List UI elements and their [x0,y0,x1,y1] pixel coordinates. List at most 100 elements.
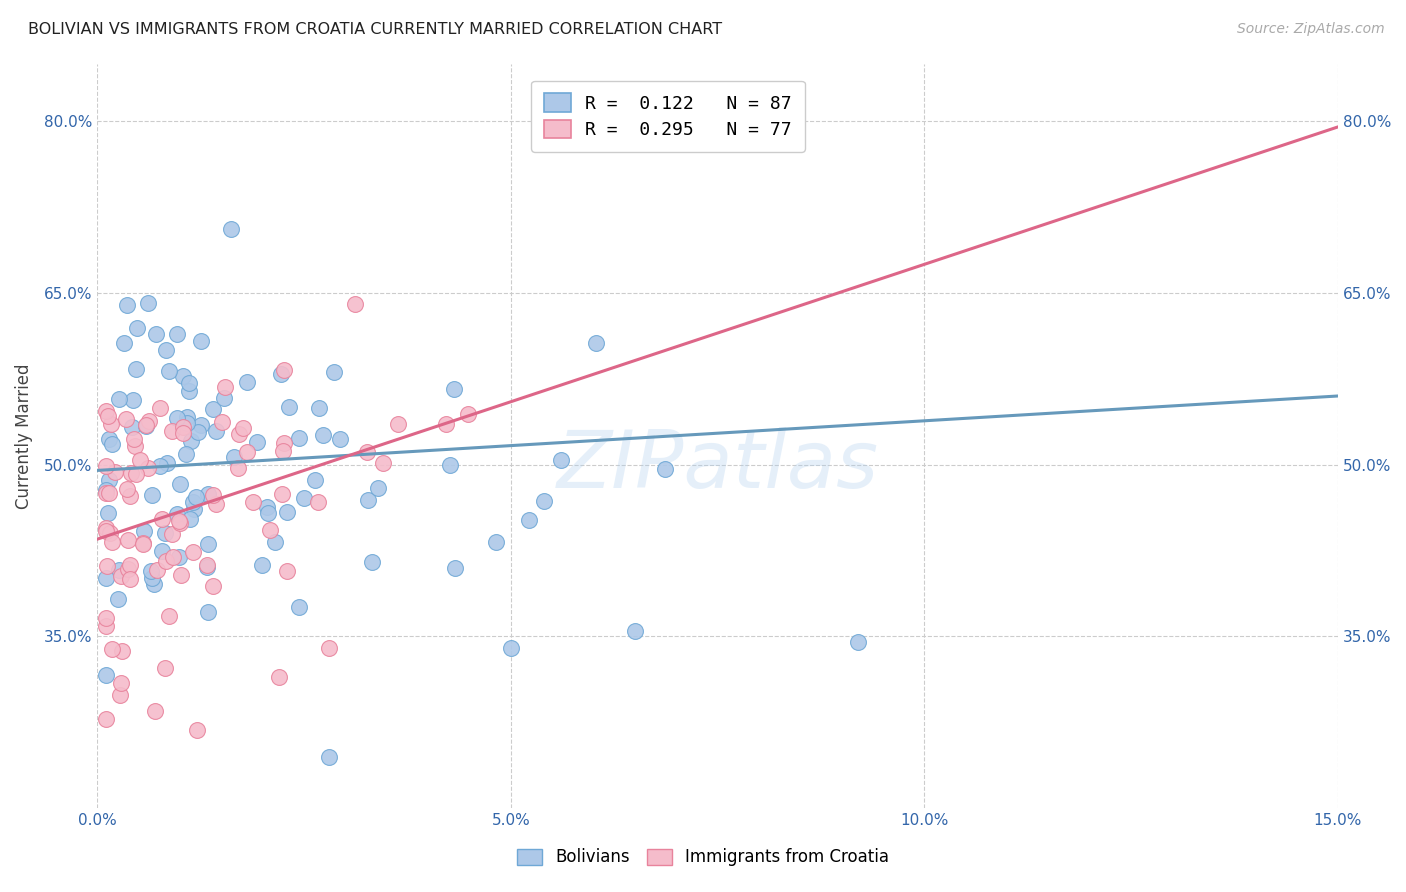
Point [212,391,235,405]
Point [318,640,340,655]
Point [149,401,172,416]
Point [190,334,212,348]
Point [125,467,148,482]
Point [367,481,389,495]
Point [142,577,165,591]
Point [357,492,380,507]
Point [97,507,120,521]
Point [157,608,180,623]
Point [166,410,188,425]
Point [125,362,148,376]
Point [97,473,120,487]
Point [122,392,145,407]
Point [228,426,250,441]
Point [117,533,139,547]
Point [181,545,204,559]
Point [183,502,205,516]
Point [270,487,292,501]
Point [101,437,124,451]
Point [269,670,291,684]
Point [120,572,142,586]
Point [654,461,676,475]
Point [256,500,278,515]
Point [202,488,225,502]
Point [162,424,184,438]
Legend: Bolivians, Immigrants from Croatia: Bolivians, Immigrants from Croatia [510,842,896,873]
Point [250,558,273,572]
Point [146,563,169,577]
Point [156,456,179,470]
Y-axis label: Currently Married: Currently Married [15,363,32,508]
Point [129,452,152,467]
Point [259,524,281,538]
Point [202,579,225,593]
Point [846,635,869,649]
Point [176,416,198,430]
Point [371,456,394,470]
Point [136,295,159,310]
Point [169,514,191,528]
Point [195,558,218,572]
Point [174,447,197,461]
Point [457,407,479,421]
Point [288,599,311,614]
Point [356,445,378,459]
Point [172,419,194,434]
Point [132,524,155,538]
Point [270,367,292,381]
Point [153,661,176,675]
Point [273,363,295,377]
Point [166,508,188,522]
Point [434,417,457,432]
Point [197,605,219,619]
Point [181,495,204,509]
Point [585,336,607,351]
Point [277,400,299,414]
Point [110,676,132,690]
Point [180,434,202,449]
Point [276,505,298,519]
Point [232,420,254,434]
Text: ZIPatlas: ZIPatlas [557,427,879,505]
Point [114,412,136,426]
Point [136,461,159,475]
Point [235,445,257,459]
Point [308,494,330,508]
Point [323,365,346,379]
Point [107,563,129,577]
Point [308,401,330,415]
Point [242,495,264,509]
Point [120,558,142,572]
Point [179,376,201,391]
Point [263,535,285,549]
Point [172,426,194,441]
Point [246,435,269,450]
Point [120,489,142,503]
Point [101,642,124,657]
Point [271,443,294,458]
Point [100,526,122,541]
Point [187,425,209,439]
Point [179,512,201,526]
Point [155,554,177,568]
Point [127,321,149,335]
Point [107,591,129,606]
Point [94,668,117,682]
Point [360,555,382,569]
Point [104,465,127,479]
Point [304,473,326,487]
Point [226,461,249,475]
Point [120,466,142,480]
Point [485,534,508,549]
Point [149,459,172,474]
Point [160,526,183,541]
Point [219,222,242,236]
Point [499,640,522,655]
Point [135,417,157,432]
Point [190,418,212,433]
Point [155,526,177,541]
Point [94,524,117,538]
Point [166,327,188,342]
Point [145,327,167,342]
Point [110,688,132,702]
